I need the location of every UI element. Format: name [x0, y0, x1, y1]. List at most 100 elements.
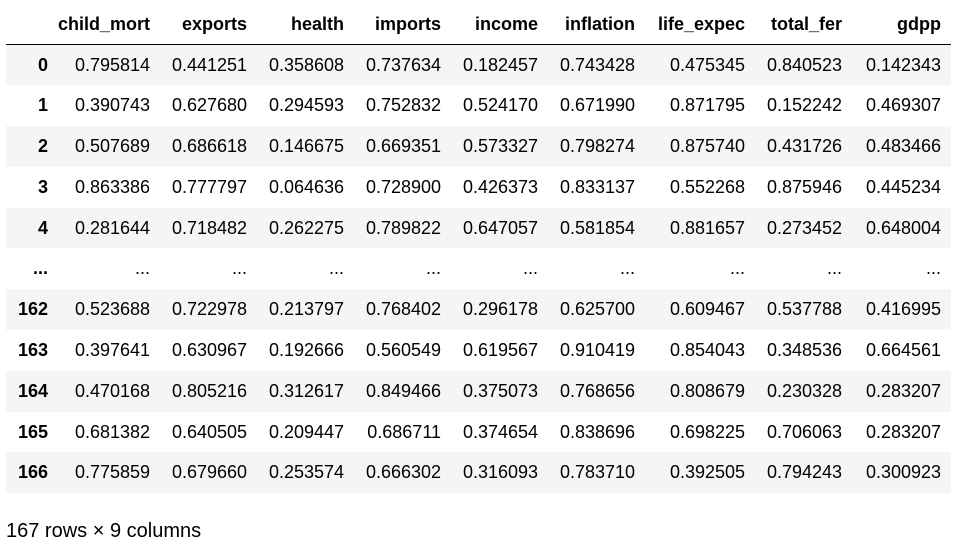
table-cell: 0.743428	[559, 54, 636, 75]
table-cell: 0.507689	[74, 135, 151, 156]
table-cell: 0.213797	[268, 299, 345, 320]
table-cell: 0.431726	[766, 135, 843, 156]
table-cell: 0.728900	[365, 176, 442, 197]
table-cell: 0.296178	[462, 299, 539, 320]
table-row: 0 0.795814 0.441251 0.358608 0.737634 0.18245…	[6, 44, 952, 86]
table-cell: 0.833137	[559, 176, 636, 197]
table-cell: 0.777797	[171, 176, 248, 197]
table-cell: 0.752832	[365, 95, 442, 116]
table-cell: 0.881657	[669, 217, 746, 238]
row-index: 4	[37, 217, 48, 238]
table-cell: 0.441251	[171, 54, 248, 75]
table-cell: 0.537788	[766, 299, 843, 320]
table-body: 0 0.795814 0.441251 0.358608 0.737634 0.18245…	[6, 44, 952, 494]
table-cell: 0.768656	[559, 380, 636, 401]
table-cell: 0.805216	[171, 380, 248, 401]
table-cell: 0.669351	[365, 135, 442, 156]
table-cell: 0.253574	[268, 462, 345, 483]
table-row: 162 0.523688 0.722978 0.213797 0.768402 0.296…	[6, 289, 952, 331]
table-cell: 0.524170	[462, 95, 539, 116]
table-cell: 0.910419	[559, 339, 636, 360]
table-row: 1 0.390743 0.627680 0.294593 0.752832 0.52417…	[6, 85, 952, 127]
table-cell: 0.316093	[462, 462, 539, 483]
table-cell: ...	[329, 258, 345, 279]
table-cell: ...	[523, 258, 539, 279]
table-cell: 0.863386	[74, 176, 151, 197]
table-cell: 0.666302	[365, 462, 442, 483]
dataframe-table: child_mort exports health imports income…	[6, 4, 952, 494]
table-cell: 0.671990	[559, 95, 636, 116]
table-cell: 0.783710	[559, 462, 636, 483]
table-cell: 0.630967	[171, 339, 248, 360]
index-header	[6, 4, 58, 45]
table-cell: 0.581854	[559, 217, 636, 238]
table-cell: 0.416995	[865, 299, 942, 320]
table-cell: 0.718482	[171, 217, 248, 238]
table-cell: 0.483466	[865, 135, 942, 156]
table-cell: ...	[620, 258, 636, 279]
table-cell: 0.875946	[766, 176, 843, 197]
table-cell: 0.397641	[74, 339, 151, 360]
table-row: 3 0.863386 0.777797 0.064636 0.728900 0.42637…	[6, 166, 952, 208]
row-index: ...	[32, 258, 48, 279]
row-index: 2	[37, 135, 48, 156]
column-header: exports	[160, 4, 258, 45]
table-cell: 0.854043	[669, 339, 746, 360]
row-index: 1	[37, 95, 48, 116]
table-cell: 0.392505	[669, 462, 746, 483]
table-cell: 0.358608	[268, 54, 345, 75]
table-cell: 0.552268	[669, 176, 746, 197]
table-cell: ...	[232, 258, 248, 279]
table-cell: 0.294593	[268, 95, 345, 116]
table-cell: 0.152242	[766, 95, 843, 116]
table-cell: 0.789822	[365, 217, 442, 238]
table-row: 2 0.507689 0.686618 0.146675 0.669351 0.57332…	[6, 126, 952, 167]
row-index: 0	[37, 54, 48, 75]
row-index: 165	[17, 421, 48, 442]
column-header: gdpp	[852, 4, 952, 45]
table-cell: 0.798274	[559, 135, 636, 156]
table-cell: 0.312617	[268, 380, 345, 401]
table-cell: 0.390743	[74, 95, 151, 116]
table-cell: 0.619567	[462, 339, 539, 360]
table-cell: 0.230328	[766, 380, 843, 401]
table-cell: 0.300923	[865, 462, 942, 483]
table-cell: 0.768402	[365, 299, 442, 320]
table-cell: 0.064636	[268, 176, 345, 197]
table-cell: 0.523688	[74, 299, 151, 320]
table-cell: 0.640505	[171, 421, 248, 442]
table-cell: 0.374654	[462, 421, 539, 442]
table-cell: 0.775859	[74, 462, 151, 483]
table-cell: 0.209447	[268, 421, 345, 442]
table-cell: 0.648004	[865, 217, 942, 238]
table-cell: 0.283207	[865, 380, 942, 401]
table-row: 4 0.281644 0.718482 0.262275 0.789822 0.64705…	[6, 207, 952, 249]
table-cell: 0.273452	[766, 217, 843, 238]
header-row: child_mort exports health imports income…	[6, 4, 952, 45]
row-index: 3	[37, 176, 48, 197]
table-cell: 0.470168	[74, 380, 151, 401]
table-row: 164 0.470168 0.805216 0.312617 0.849466 0.375…	[6, 370, 952, 412]
table-cell: 0.698225	[669, 421, 746, 442]
table-row: 163 0.397641 0.630967 0.192666 0.560549 0.619…	[6, 330, 952, 371]
table-cell: ...	[827, 258, 843, 279]
table-cell: 0.560549	[365, 339, 442, 360]
table-cell: 0.706063	[766, 421, 843, 442]
column-header: inflation	[548, 4, 646, 45]
table-cell: 0.142343	[865, 54, 942, 75]
row-index: 164	[17, 380, 48, 401]
table-cell: 0.840523	[766, 54, 843, 75]
table-cell: 0.283207	[865, 421, 942, 442]
shape-caption: 167 rows × 9 columns	[6, 520, 202, 542]
table-cell: 0.686618	[171, 135, 248, 156]
table-cell: ...	[426, 258, 442, 279]
table-cell: 0.794243	[766, 462, 843, 483]
table-header: child_mort exports health imports income…	[6, 4, 952, 45]
table-cell: 0.625700	[559, 299, 636, 320]
table-cell: ...	[926, 258, 942, 279]
column-header: imports	[354, 4, 452, 45]
column-header: life_expec	[645, 4, 756, 45]
column-header: health	[257, 4, 355, 45]
table-row: 166 0.775859 0.679660 0.253574 0.666302 0.316…	[6, 452, 952, 494]
table-cell: ...	[730, 258, 746, 279]
